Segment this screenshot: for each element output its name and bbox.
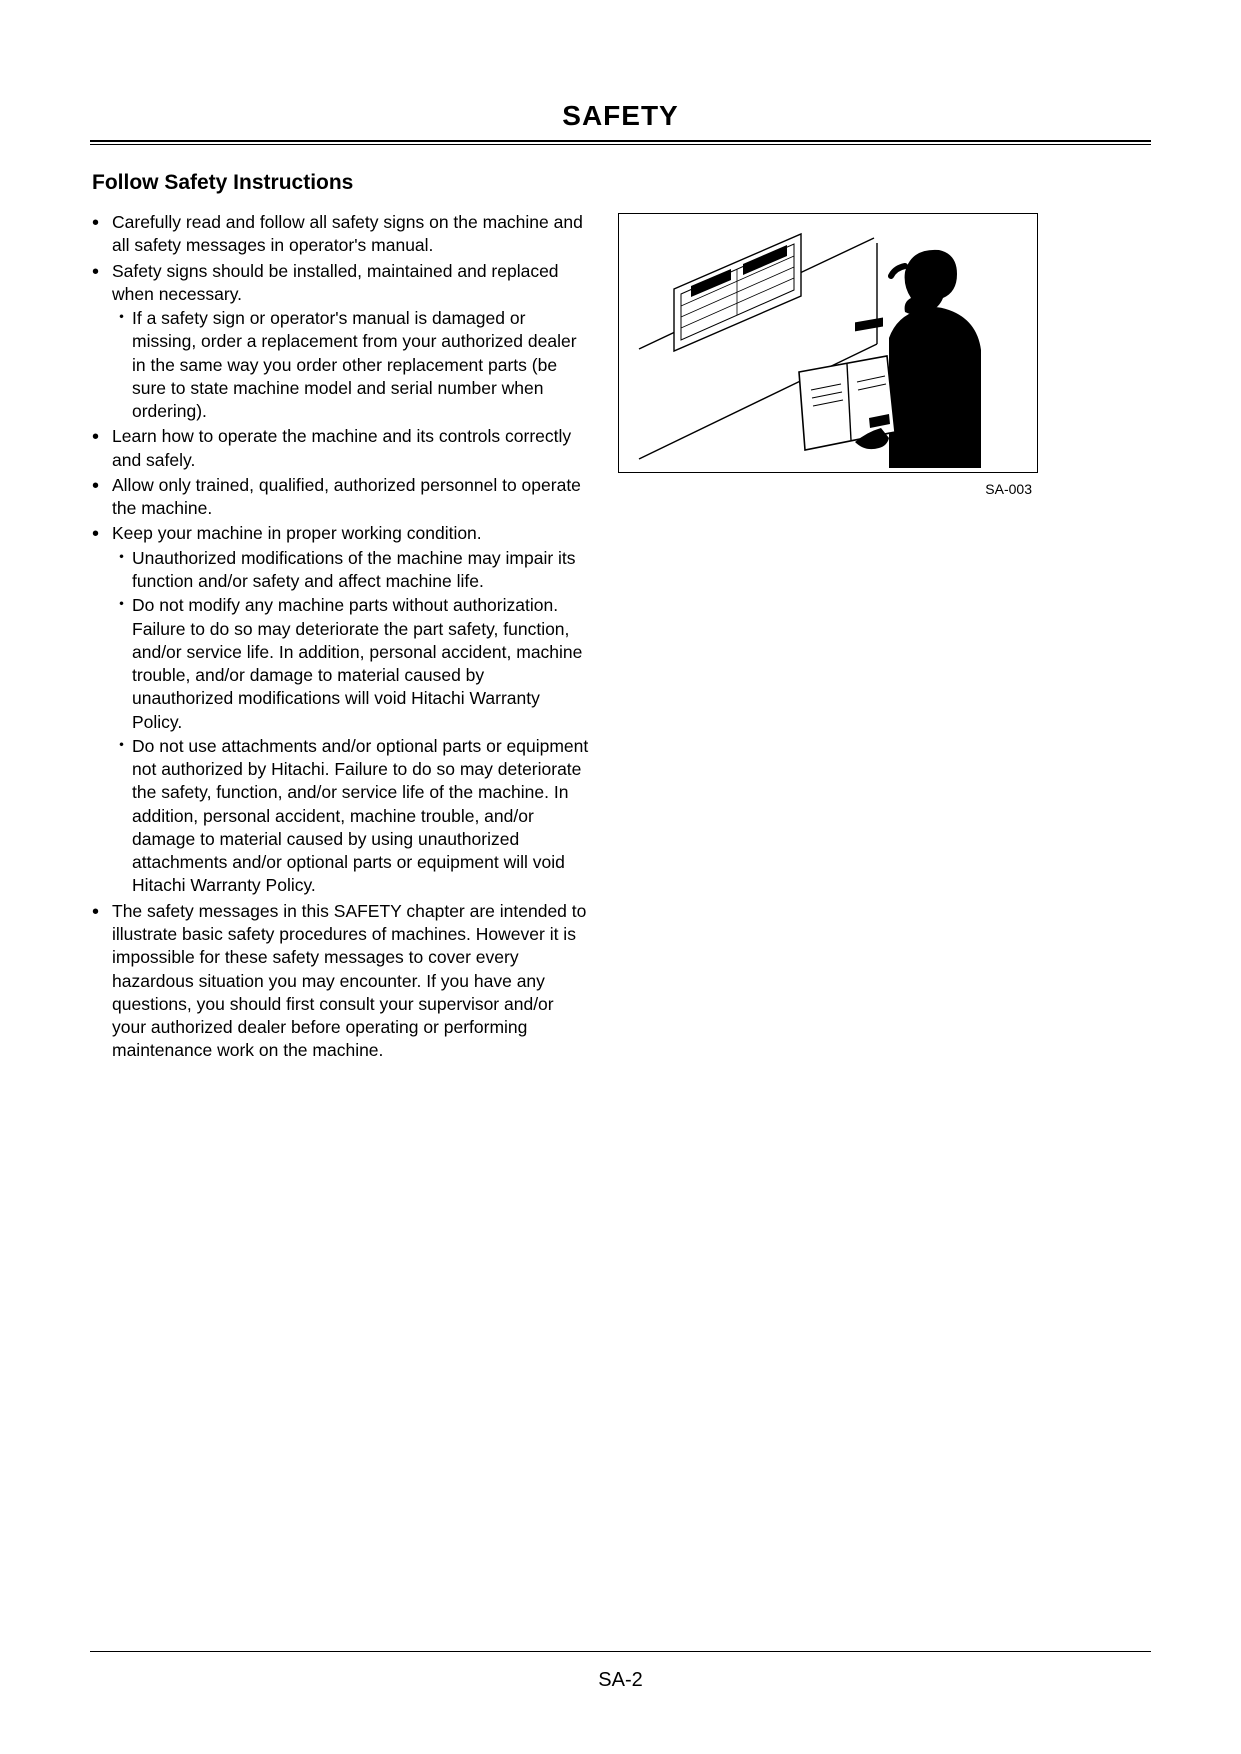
list-item-text: Allow only trained, qualified, authorize… [112,475,581,518]
page-number: SA-2 [0,1669,1241,1692]
list-item: Allow only trained, qualified, authorize… [112,474,590,521]
list-item-text: Carefully read and follow all safety sig… [112,212,583,255]
text-column: Carefully read and follow all safety sig… [90,211,590,1065]
section-heading: Follow Safety Instructions [90,171,1151,195]
footer-rule [90,1651,1151,1652]
figure-column: SA-003 [618,211,1038,497]
sub-list-item-text: Do not use attachments and/or optional p… [132,736,588,896]
sub-list-item-text: Do not modify any machine parts without … [132,595,582,731]
title-rule [90,140,1151,145]
sub-list: Unauthorized modifications of the machin… [112,547,590,898]
sub-list-item-text: If a safety sign or operator's manual is… [132,308,577,421]
sub-list-item: Unauthorized modifications of the machin… [132,547,590,594]
page-title: SAFETY [90,100,1151,140]
sub-list-item: If a safety sign or operator's manual is… [132,307,590,423]
list-item-text: Safety signs should be installed, mainta… [112,261,559,304]
sub-list-item: Do not modify any machine parts without … [132,594,590,734]
list-item: Learn how to operate the machine and its… [112,425,590,472]
sub-list-item-text: Unauthorized modifications of the machin… [132,548,576,591]
list-item-text: The safety messages in this SAFETY chapt… [112,901,586,1061]
sub-list: If a safety sign or operator's manual is… [112,307,590,423]
list-item: Carefully read and follow all safety sig… [112,211,590,258]
safety-figure [618,213,1038,473]
figure-caption: SA-003 [618,481,1038,497]
list-item-text: Keep your machine in proper working cond… [112,523,482,543]
operator-reading-manual-icon [619,214,1038,473]
bullet-list: Carefully read and follow all safety sig… [90,211,590,1063]
list-item: Keep your machine in proper working cond… [112,522,590,897]
list-item: The safety messages in this SAFETY chapt… [112,900,590,1063]
sub-list-item: Do not use attachments and/or optional p… [132,735,590,898]
list-item-text: Learn how to operate the machine and its… [112,426,571,469]
content-row: Carefully read and follow all safety sig… [90,211,1151,1065]
list-item: Safety signs should be installed, mainta… [112,260,590,424]
